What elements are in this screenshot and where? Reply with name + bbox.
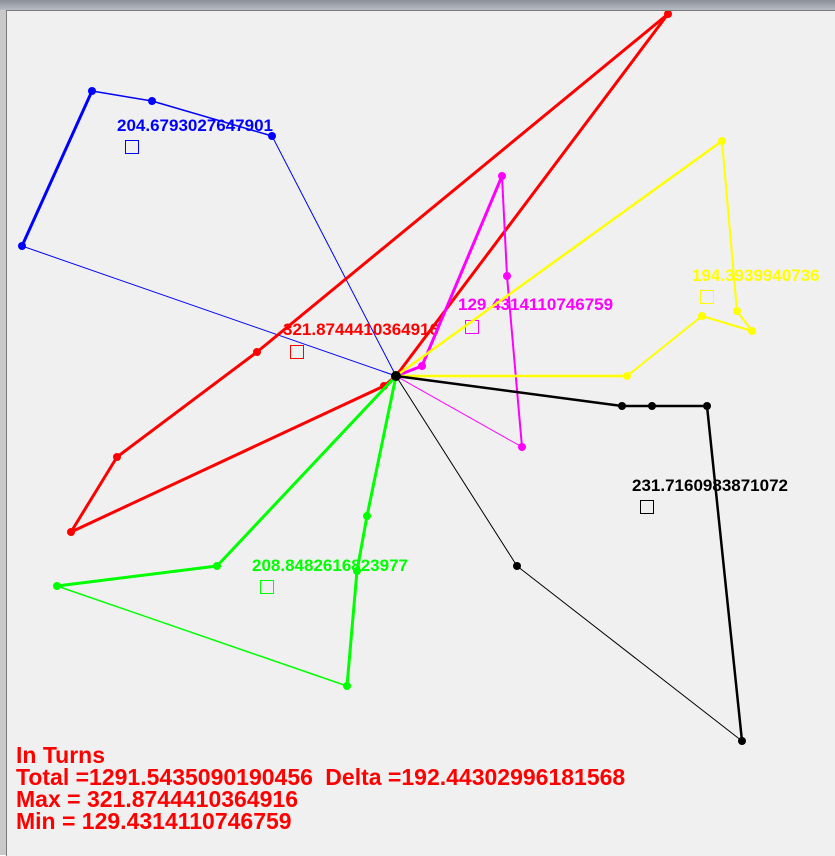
route-node: [253, 348, 261, 356]
route-node: [498, 172, 506, 180]
window-title-bar[interactable]: [0, 0, 835, 10]
route-segment: [394, 12, 670, 378]
route-centroid-marker: [125, 140, 139, 154]
route-segment: [345, 569, 359, 688]
route-segment: [355, 514, 369, 573]
route-node: [664, 11, 672, 18]
route-node: [343, 682, 351, 690]
route-node: [18, 242, 26, 250]
route-segment: [516, 565, 743, 742]
route-segment: [151, 100, 273, 137]
route-length-label: 204.6793027647901: [117, 116, 273, 135]
stats-delta: Delta =192.44302996181568: [325, 764, 626, 790]
route-segment: [626, 315, 703, 377]
stats-total: Total =1291.5435090190456: [16, 764, 313, 790]
route-length-label: 208.8482616823977: [252, 556, 408, 575]
route-segment: [21, 245, 397, 377]
route-centroid-marker: [640, 500, 654, 514]
route-node: [67, 528, 75, 536]
stats-total-row: Total =1291.5435090190456 Delta =192.443…: [16, 764, 626, 790]
route-centroid-marker: [700, 290, 714, 304]
route-segment: [365, 374, 398, 518]
route-node: [213, 562, 221, 570]
route-node: [618, 402, 626, 410]
route-length-label: 194.3939940736: [692, 266, 820, 285]
route-segment: [721, 140, 738, 312]
route-segment: [736, 310, 753, 332]
route-node: [363, 512, 371, 520]
route-node: [718, 137, 726, 145]
route-segment: [501, 175, 508, 277]
route-node: [698, 312, 706, 320]
route-6: 208.8482616823977: [53, 372, 408, 690]
route-segment: [506, 275, 523, 448]
route-segment: [215, 374, 398, 568]
route-2: 321.8744410364916: [67, 11, 672, 536]
route-node: [623, 372, 631, 380]
route-node: [748, 327, 756, 335]
depot-node: [391, 371, 401, 381]
route-node: [518, 443, 526, 451]
route-centroid-marker: [260, 580, 274, 594]
route-segment: [394, 139, 724, 378]
route-segment: [56, 585, 348, 687]
route-node: [733, 307, 741, 315]
route-segment: [701, 315, 753, 332]
route-1: 204.6793027647901: [18, 87, 400, 380]
route-segment: [69, 455, 119, 534]
route-segment: [115, 350, 259, 459]
route-segment: [395, 375, 518, 567]
route-segment: [705, 404, 744, 743]
route-5: 231.7160983871072: [392, 372, 788, 745]
route-segment: [255, 12, 670, 354]
route-node: [513, 562, 521, 570]
route-segment: [91, 90, 153, 102]
route-node: [88, 87, 96, 95]
route-segment: [55, 564, 219, 588]
route-centroid-marker: [290, 345, 304, 359]
route-node: [53, 582, 61, 590]
stats-max: Max = 321.8744410364916: [16, 786, 299, 812]
route-node: [113, 453, 121, 461]
route-node: [353, 567, 361, 575]
route-segment: [20, 89, 94, 248]
route-segment: [395, 375, 523, 448]
route-node: [503, 272, 511, 280]
route-canvas: [6, 10, 835, 856]
stats-heading: In Turns: [16, 742, 106, 768]
route-node: [148, 97, 156, 105]
route-node: [703, 402, 711, 410]
route-length-label: 129.4314110746759: [458, 295, 613, 314]
stats-min: Min = 129.4314110746759: [16, 808, 292, 834]
route-segment: [420, 174, 504, 368]
stats-panel: In Turns Total =1291.5435090190456 Delta…: [16, 742, 626, 834]
route-node: [738, 737, 746, 745]
route-segment: [394, 374, 624, 408]
route-node: [268, 132, 276, 140]
route-length-label: 231.7160983871072: [632, 476, 788, 495]
route-segment: [271, 135, 397, 377]
route-length-label: 321.8744410364916: [283, 320, 439, 339]
route-node: [648, 402, 656, 410]
route-4: 194.3939940736: [392, 137, 820, 380]
route-segment: [69, 384, 386, 534]
route-node: [418, 362, 426, 370]
